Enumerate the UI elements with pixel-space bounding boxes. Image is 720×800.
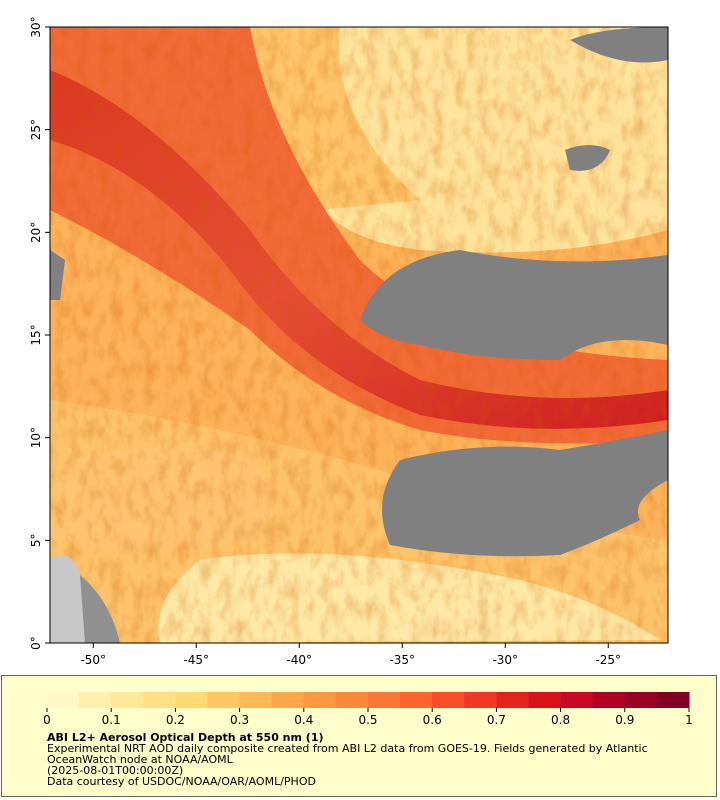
footer-text: ABI L2+ Aerosol Optical Depth at 550 nm … xyxy=(47,732,687,787)
colorbar-swatch xyxy=(271,692,305,708)
colorbar-swatch xyxy=(624,692,658,708)
colorbar-swatch xyxy=(143,692,176,708)
colorbar-swatch xyxy=(111,692,144,708)
colorbar-swatch xyxy=(528,692,562,708)
colorbar-tick-label: 0.3 xyxy=(230,713,249,727)
colorbar-swatch xyxy=(560,692,594,708)
colorbar-tick-label: 0 xyxy=(43,713,51,727)
colorbar-swatch xyxy=(496,692,529,708)
colorbar-swatch xyxy=(239,692,273,708)
x-tick-label: -45° xyxy=(183,653,209,667)
x-tick-label: -30° xyxy=(492,653,518,667)
x-tick-label: -40° xyxy=(286,653,312,667)
map-svg: -50° -45° -40° -35° -30° -25° 0° 5° 10° 15° 20° 25°… xyxy=(29,16,669,667)
colorbar-swatch xyxy=(656,692,690,708)
description: Experimental NRT AOD daily composite cre… xyxy=(47,742,648,766)
colorbar-tick-label: 0.6 xyxy=(423,713,442,727)
y-tick-label: 5° xyxy=(29,534,43,548)
colorbar-swatch xyxy=(400,692,433,708)
colorbar-tick-label: 0.9 xyxy=(615,713,634,727)
colorbar-swatch xyxy=(303,692,337,708)
colorbar-tick-label: 1 xyxy=(685,713,693,727)
colorbar-swatch xyxy=(592,692,626,708)
y-tick-label: 25° xyxy=(29,119,43,140)
title: ABI L2+ Aerosol Optical Depth at 550 nm … xyxy=(47,731,324,744)
date: (2025-08-01T00:00:00Z) xyxy=(47,764,184,777)
colorbar-swatch xyxy=(175,692,208,708)
colorbar-swatch xyxy=(368,692,401,708)
x-tick-label: -35° xyxy=(389,653,415,667)
colorbar-swatch xyxy=(47,692,80,708)
colorbar-swatch xyxy=(207,692,241,708)
colorbar-swatch xyxy=(79,692,112,708)
footer-title: ABI L2+ Aerosol Optical Depth at 550 nm … xyxy=(47,732,687,743)
credit: Data courtesy of USDOC/NOAA/OAR/AOML/PHO… xyxy=(47,775,316,788)
y-tick-label: 20° xyxy=(29,222,43,243)
colorbar: 0 0.1 0.2 0.3 0.4 0.5 0.6 0.7 0.8 0.9 1 xyxy=(43,692,693,727)
colorbar-tick-label: 0.5 xyxy=(358,713,377,727)
aod-field xyxy=(50,27,668,643)
y-tick-label: 30° xyxy=(29,16,43,37)
colorbar-tick-label: 0.2 xyxy=(166,713,185,727)
y-tick-label: 0° xyxy=(29,636,43,650)
colorbar-tick-label: 0.8 xyxy=(551,713,570,727)
x-tick-label: -50° xyxy=(80,653,106,667)
y-tick-label: 15° xyxy=(29,324,43,345)
colorbar-swatch xyxy=(335,692,369,708)
colorbar-tick-label: 0.1 xyxy=(102,713,121,727)
colorbar-tick-label: 0.7 xyxy=(487,713,506,727)
colorbar-swatch xyxy=(464,692,497,708)
colorbar-swatch xyxy=(432,692,465,708)
x-tick-label: -25° xyxy=(595,653,621,667)
colorbar-tick-label: 0.4 xyxy=(294,713,313,727)
y-tick-label: 10° xyxy=(29,427,43,448)
